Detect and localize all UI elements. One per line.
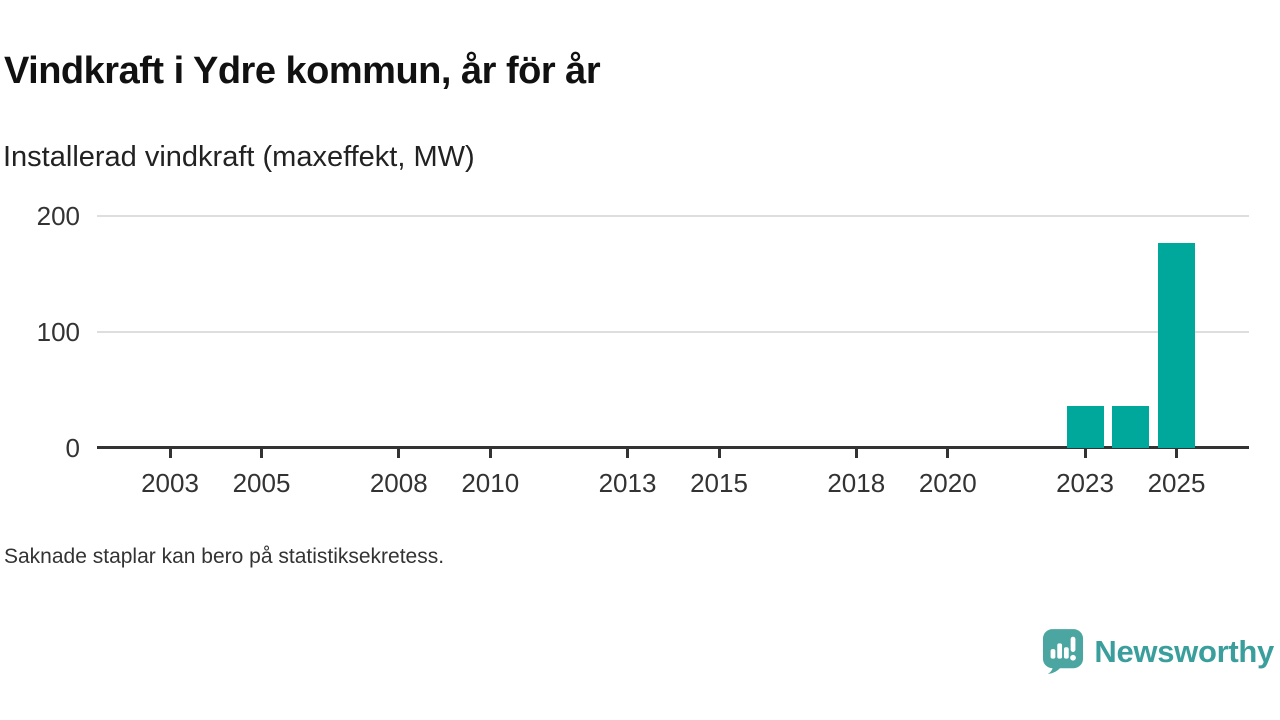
x-axis-label-2023: 2023 bbox=[1056, 468, 1114, 498]
x-tick-2013 bbox=[626, 449, 629, 458]
x-axis-label-2010: 2010 bbox=[461, 468, 520, 498]
newsworthy-logo-icon bbox=[1043, 629, 1084, 674]
x-tick-2018 bbox=[854, 449, 858, 458]
x-axis-label-2020: 2020 bbox=[918, 468, 977, 498]
x-axis-label-2018: 2018 bbox=[827, 468, 886, 498]
bar-2024 bbox=[1112, 406, 1150, 448]
x-axis-label-2015: 2015 bbox=[690, 468, 748, 498]
bar-2025 bbox=[1158, 242, 1195, 448]
bar-2023 bbox=[1066, 406, 1104, 448]
x-tick-2020 bbox=[946, 449, 950, 458]
x-tick-2023 bbox=[1083, 449, 1087, 458]
x-axis-line bbox=[97, 446, 1249, 449]
x-axis-label-2005: 2005 bbox=[232, 468, 291, 498]
x-axis-label-2025: 2025 bbox=[1147, 468, 1206, 498]
y-axis-label-100: 100 bbox=[36, 317, 80, 347]
x-tick-2008 bbox=[397, 449, 401, 458]
y-gridline-100 bbox=[97, 331, 1249, 333]
footnote: Saknade staplar kan bero på statistiksek… bbox=[4, 545, 445, 568]
y-gridline-200 bbox=[97, 215, 1249, 217]
chart-title: Vindkraft i Ydre kommun, år för år bbox=[4, 50, 601, 92]
chart-subtitle: Installerad vindkraft (maxeffekt, MW) bbox=[3, 141, 475, 173]
brand-logo: Newsworthy bbox=[1042, 627, 1274, 677]
x-tick-2015 bbox=[717, 449, 721, 458]
x-axis-label-2008: 2008 bbox=[369, 468, 428, 498]
x-axis-label-2013: 2013 bbox=[598, 468, 657, 498]
x-tick-2010 bbox=[488, 449, 492, 458]
x-tick-2003 bbox=[168, 449, 172, 458]
x-tick-2005 bbox=[260, 449, 263, 458]
brand-name: Newsworthy bbox=[1094, 634, 1274, 669]
x-tick-2025 bbox=[1175, 449, 1178, 458]
y-axis-label-200: 200 bbox=[36, 201, 80, 231]
y-axis-label-0: 0 bbox=[65, 433, 80, 463]
x-axis-label-2003: 2003 bbox=[141, 468, 199, 498]
